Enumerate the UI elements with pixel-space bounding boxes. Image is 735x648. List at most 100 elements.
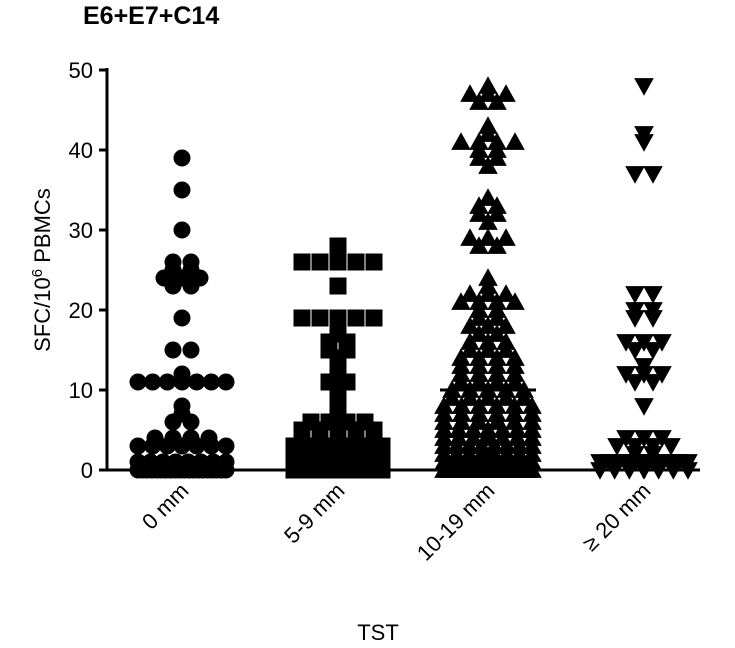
data-point: [311, 309, 329, 327]
data-point: [496, 284, 516, 302]
data-point: [652, 366, 672, 384]
data-point: [302, 413, 320, 431]
x-axis-title: TST: [357, 620, 399, 645]
data-point: [365, 309, 383, 327]
data-point: [634, 430, 654, 448]
data-point: [173, 309, 191, 327]
data-point: [129, 373, 147, 391]
data-point: [478, 268, 498, 286]
data-point: [616, 334, 636, 352]
data-point: [144, 373, 162, 391]
data-point: [129, 437, 147, 455]
data-point: [496, 228, 516, 246]
data-point: [204, 453, 222, 471]
data-point: [625, 166, 645, 184]
data-point: [634, 334, 654, 352]
data-point: [616, 430, 636, 448]
data-point: [164, 341, 182, 359]
data-point: [356, 413, 374, 431]
data-point: [460, 228, 480, 246]
data-point: [329, 309, 347, 327]
x-tick-label: 0 mm: [137, 478, 194, 535]
y-axis: 0 10 20 30 40 50: [69, 58, 109, 483]
data-point: [217, 437, 235, 455]
data-point: [460, 284, 480, 302]
data-point: [365, 253, 383, 271]
data-point: [158, 373, 176, 391]
data-point: [478, 116, 498, 134]
data-point: [182, 341, 200, 359]
data-point: [164, 429, 182, 447]
x-tick-label: ≥ 20 mm: [577, 478, 655, 556]
data-point: [142, 453, 160, 471]
data-point: [373, 437, 391, 455]
data-point: [616, 366, 636, 384]
data-point: [607, 438, 627, 456]
data-point: [129, 453, 147, 471]
data-point: [661, 438, 681, 456]
data-point: [173, 221, 191, 239]
data-point: [154, 453, 172, 471]
data-point: [625, 342, 645, 360]
data-point: [634, 398, 654, 416]
y-tick-label: 40: [69, 138, 93, 163]
data-point: [202, 373, 220, 391]
data-point: [625, 302, 645, 320]
data-point: [625, 286, 645, 304]
data-point: [293, 309, 311, 327]
y-tick-label: 0: [81, 458, 93, 483]
chart-title: E6+E7+C14: [83, 2, 220, 30]
data-point: [634, 358, 654, 376]
data-point: [451, 132, 471, 150]
data-point: [311, 253, 329, 271]
data-point: [173, 397, 191, 415]
data-point: [182, 429, 200, 447]
x-tick-label: 5-9 mm: [279, 478, 349, 548]
y-tick-label: 10: [69, 378, 93, 403]
data-point: [200, 429, 218, 447]
y-axis-title: SFC/106 PBMCs: [29, 188, 56, 352]
data-point: [643, 166, 663, 184]
data-point: [643, 302, 663, 320]
data-point: [329, 325, 347, 343]
data-point: [634, 126, 654, 144]
data-point: [652, 334, 672, 352]
data-point: [478, 188, 498, 206]
data-point: [347, 253, 365, 271]
data-point: [634, 78, 654, 96]
x-axis: 0 mm 5-9 mm 10-19 mm ≥ 20 mm: [106, 468, 700, 566]
y-tick-label: 50: [69, 58, 93, 83]
data-point: [167, 453, 185, 471]
data-point: [329, 277, 347, 295]
data-point: [293, 253, 311, 271]
data-point: [643, 438, 663, 456]
x-tick-label: 10-19 mm: [412, 478, 500, 566]
data-point: [478, 228, 498, 246]
data-point: [217, 373, 235, 391]
data-point: [643, 286, 663, 304]
data-point: [329, 397, 347, 415]
data-point: [173, 181, 191, 199]
data-point: [652, 430, 672, 448]
data-point: [182, 253, 200, 271]
y-tick-label: 20: [69, 298, 93, 323]
data-point: [146, 429, 164, 447]
data-point: [460, 84, 480, 102]
data-point: [173, 149, 191, 167]
data-point: [192, 453, 210, 471]
data-point: [217, 453, 235, 471]
data-point: [188, 373, 206, 391]
median-lines: [134, 388, 692, 472]
data-point: [347, 309, 365, 327]
data-point: [643, 342, 663, 360]
data-points: [129, 76, 698, 480]
data-point: [625, 374, 645, 392]
y-tick-label: 30: [69, 218, 93, 243]
data-point: [505, 132, 525, 150]
data-point: [179, 453, 197, 471]
data-point: [164, 253, 182, 271]
data-point: [625, 438, 645, 456]
data-point: [643, 374, 663, 392]
data-point: [496, 84, 516, 102]
